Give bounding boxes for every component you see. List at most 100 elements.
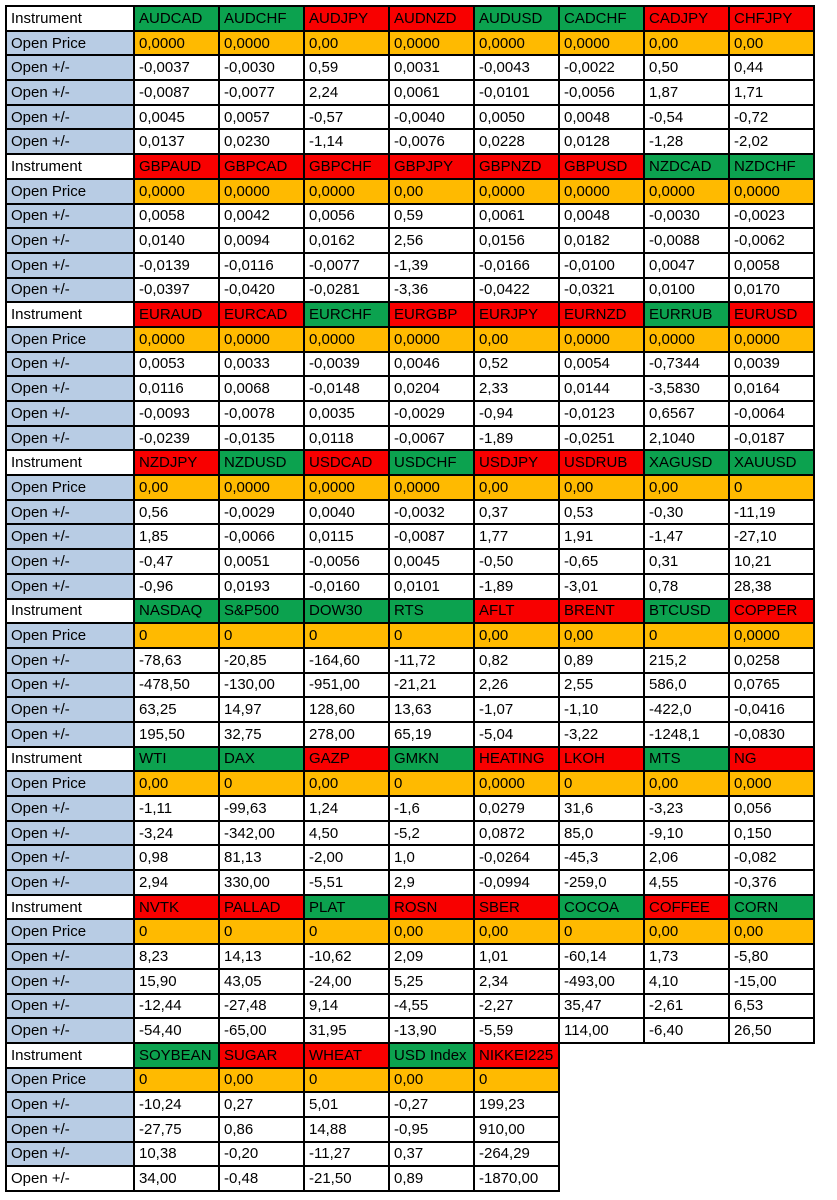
open-delta-cell[interactable]: 0,0094 (218, 227, 305, 254)
open-delta-cell[interactable]: -0,0123 (558, 400, 645, 427)
instrument-cell[interactable]: COCOA (558, 893, 645, 921)
open-delta-cell[interactable]: 215,2 (643, 646, 730, 674)
open-delta-cell[interactable]: 2,1040 (643, 424, 730, 452)
open-delta-cell[interactable]: -0,0030 (643, 202, 730, 230)
open-price-cell[interactable]: 0,000 (728, 770, 815, 797)
open-delta-cell[interactable]: -0,27 (388, 1091, 475, 1118)
open-delta-cell[interactable]: -3,01 (558, 572, 645, 600)
open-delta-cell[interactable]: -0,0066 (218, 523, 305, 551)
open-delta-cell[interactable]: -3,36 (388, 276, 475, 304)
open-delta-cell[interactable]: -0,0166 (473, 251, 560, 279)
open-delta-cell[interactable]: 2,33 (473, 375, 560, 402)
open-delta-cell[interactable]: -0,0022 (558, 54, 645, 82)
open-delta-cell[interactable]: 0,0051 (218, 548, 305, 575)
instrument-cell[interactable]: MTS (643, 745, 730, 773)
open-delta-cell[interactable]: 0,0765 (728, 671, 815, 699)
open-delta-cell[interactable]: 2,06 (643, 844, 730, 872)
open-delta-cell[interactable]: -5,59 (473, 1017, 560, 1044)
open-delta-cell[interactable]: 0,056 (728, 795, 815, 822)
open-price-cell[interactable]: 0,0000 (133, 29, 220, 57)
open-price-cell[interactable]: 0,00 (728, 29, 815, 57)
open-delta-cell[interactable]: -0,0077 (303, 251, 390, 279)
instrument-cell[interactable]: CORN (728, 893, 815, 921)
open-delta-cell[interactable]: 0,0258 (728, 646, 815, 674)
open-delta-cell[interactable]: 0,0039 (728, 350, 815, 378)
open-delta-cell[interactable]: 0,0057 (218, 103, 305, 131)
open-delta-cell[interactable]: 1,91 (558, 523, 645, 551)
open-price-cell[interactable]: 0 (218, 770, 305, 797)
open-delta-cell[interactable]: -1,11 (133, 795, 220, 822)
instrument-cell[interactable]: NZDCAD (643, 153, 730, 180)
open-delta-cell[interactable]: 0,0228 (473, 128, 560, 156)
open-delta-cell[interactable]: 10,38 (133, 1140, 220, 1168)
open-delta-cell[interactable]: 0,0204 (388, 375, 475, 402)
open-delta-cell[interactable]: 6,53 (728, 992, 815, 1020)
open-price-cell[interactable]: 0,0000 (558, 29, 645, 57)
instrument-cell[interactable]: GBPNZD (473, 153, 560, 180)
open-delta-cell[interactable]: 0,0035 (303, 400, 390, 427)
open-delta-cell[interactable]: -478,50 (133, 671, 220, 699)
open-price-cell[interactable]: 0,00 (728, 918, 815, 946)
instrument-cell[interactable]: GBPUSD (558, 153, 645, 180)
open-delta-cell[interactable]: 2,94 (133, 869, 220, 896)
open-delta-cell[interactable]: 278,00 (303, 720, 390, 748)
open-delta-cell[interactable]: 14,97 (218, 696, 305, 723)
open-delta-cell[interactable]: 0,0058 (133, 202, 220, 230)
open-delta-cell[interactable]: -5,80 (728, 943, 815, 970)
open-price-cell[interactable]: 0,0000 (728, 325, 815, 353)
open-delta-cell[interactable]: -0,0087 (388, 523, 475, 551)
open-delta-cell[interactable]: 586,0 (643, 671, 730, 699)
open-delta-cell[interactable]: 2,9 (388, 869, 475, 896)
open-delta-cell[interactable]: -164,60 (303, 646, 390, 674)
open-delta-cell[interactable]: 0,0040 (303, 498, 390, 526)
open-price-cell[interactable]: 0,0000 (303, 177, 390, 205)
open-delta-cell[interactable]: -0,0087 (133, 79, 220, 106)
open-price-cell[interactable]: 0 (558, 918, 645, 946)
open-delta-cell[interactable]: 43,05 (218, 967, 305, 995)
instrument-cell[interactable]: SBER (473, 893, 560, 921)
open-delta-cell[interactable]: -0,0100 (558, 251, 645, 279)
open-price-cell[interactable]: 0,0000 (303, 325, 390, 353)
open-delta-cell[interactable]: 0,0054 (558, 350, 645, 378)
open-price-cell[interactable]: 0 (643, 622, 730, 649)
open-delta-cell[interactable]: 2,55 (558, 671, 645, 699)
instrument-cell[interactable]: BRENT (558, 597, 645, 625)
open-delta-cell[interactable]: -78,63 (133, 646, 220, 674)
open-price-cell[interactable]: 0,0000 (218, 29, 305, 57)
open-price-cell[interactable]: 0,0000 (728, 622, 815, 649)
open-price-cell[interactable]: 0,00 (303, 29, 390, 57)
open-delta-cell[interactable]: 0,0140 (133, 227, 220, 254)
open-price-cell[interactable]: 0 (388, 622, 475, 649)
open-price-cell[interactable]: 0 (133, 918, 220, 946)
open-price-cell[interactable]: 0 (728, 474, 815, 501)
open-delta-cell[interactable]: -1,89 (473, 424, 560, 452)
open-delta-cell[interactable]: 1,87 (643, 79, 730, 106)
instrument-cell[interactable]: NVTK (133, 893, 220, 921)
open-price-cell[interactable]: 0,0000 (388, 29, 475, 57)
open-delta-cell[interactable]: -0,0281 (303, 276, 390, 304)
open-delta-cell[interactable]: -12,44 (133, 992, 220, 1020)
open-delta-cell[interactable]: 0,0100 (643, 276, 730, 304)
instrument-cell[interactable]: COFFEE (643, 893, 730, 921)
open-delta-cell[interactable]: -11,72 (388, 646, 475, 674)
instrument-cell[interactable]: EURRUB (643, 301, 730, 328)
open-delta-cell[interactable]: 1,24 (303, 795, 390, 822)
open-delta-cell[interactable]: -0,0056 (303, 548, 390, 575)
open-delta-cell[interactable]: 0,0068 (218, 375, 305, 402)
instrument-cell[interactable]: CHFJPY (728, 5, 815, 32)
open-delta-cell[interactable]: 0,0170 (728, 276, 815, 304)
open-price-cell[interactable]: 0,00 (558, 474, 645, 501)
open-delta-cell[interactable]: 0,0053 (133, 350, 220, 378)
open-delta-cell[interactable]: 5,01 (303, 1091, 390, 1118)
open-delta-cell[interactable]: 65,19 (388, 720, 475, 748)
instrument-cell[interactable]: GMKN (388, 745, 475, 773)
open-price-cell[interactable]: 0,0000 (643, 325, 730, 353)
instrument-cell[interactable]: DAX (218, 745, 305, 773)
open-delta-cell[interactable]: -0,0422 (473, 276, 560, 304)
open-delta-cell[interactable]: 0,0182 (558, 227, 645, 254)
open-delta-cell[interactable]: 8,23 (133, 943, 220, 970)
open-price-cell[interactable]: 0,00 (643, 770, 730, 797)
open-delta-cell[interactable]: -0,0023 (728, 202, 815, 230)
open-price-cell[interactable]: 0 (303, 1066, 390, 1094)
instrument-cell[interactable]: AUDNZD (388, 5, 475, 32)
